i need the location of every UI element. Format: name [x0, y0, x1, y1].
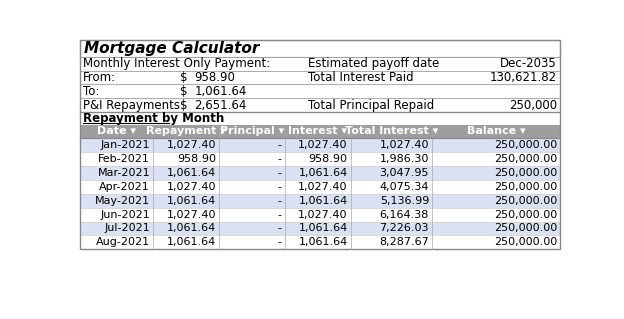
Text: Monthly Interest Only Payment:: Monthly Interest Only Payment: — [82, 57, 270, 70]
Text: 250,000.00: 250,000.00 — [494, 182, 557, 192]
Text: 1,061.64: 1,061.64 — [167, 237, 216, 247]
Bar — [79, 166, 560, 180]
Text: Repayment by Month: Repayment by Month — [82, 112, 224, 125]
Text: 6,164.38: 6,164.38 — [379, 210, 429, 219]
Text: Interest ▾: Interest ▾ — [288, 126, 348, 137]
Text: 250,000.00: 250,000.00 — [494, 168, 557, 178]
Text: 1,986.30: 1,986.30 — [379, 154, 429, 164]
Text: 1,027.40: 1,027.40 — [167, 140, 216, 150]
Text: From:: From: — [82, 71, 116, 84]
Text: 1,027.40: 1,027.40 — [298, 140, 348, 150]
Text: 2,651.64: 2,651.64 — [194, 99, 246, 112]
Text: 1,061.64: 1,061.64 — [167, 168, 216, 178]
Text: 1,061.64: 1,061.64 — [298, 168, 348, 178]
Text: Mortgage Calculator: Mortgage Calculator — [84, 41, 260, 56]
Bar — [79, 70, 560, 85]
Text: Total Interest ▾: Total Interest ▾ — [345, 126, 438, 137]
Text: -: - — [278, 237, 282, 247]
Text: 1,061.64: 1,061.64 — [298, 196, 348, 206]
Text: -: - — [278, 154, 282, 164]
Text: Total Interest Paid: Total Interest Paid — [308, 71, 414, 84]
Text: Jun-2021: Jun-2021 — [100, 210, 150, 219]
Text: 1,061.64: 1,061.64 — [298, 237, 348, 247]
Text: 1,027.40: 1,027.40 — [298, 182, 348, 192]
Text: 5,136.99: 5,136.99 — [379, 196, 429, 206]
Text: Date ▾: Date ▾ — [97, 126, 136, 137]
Text: Balance ▾: Balance ▾ — [467, 126, 525, 137]
Text: 1,061.64: 1,061.64 — [167, 224, 216, 234]
Bar — [79, 194, 560, 208]
Text: 250,000: 250,000 — [509, 99, 557, 112]
Bar — [79, 124, 560, 138]
Text: 958.90: 958.90 — [194, 71, 235, 84]
Bar — [79, 180, 560, 194]
Text: Dec-2035: Dec-2035 — [500, 57, 557, 70]
Text: Principal ▾: Principal ▾ — [220, 126, 284, 137]
Text: 250,000.00: 250,000.00 — [494, 140, 557, 150]
Text: -: - — [278, 210, 282, 219]
Bar — [79, 98, 560, 112]
Bar — [79, 85, 560, 98]
Text: Jul-2021: Jul-2021 — [104, 224, 150, 234]
Text: 958.90: 958.90 — [309, 154, 348, 164]
Text: Jan-2021: Jan-2021 — [100, 140, 150, 150]
Text: May-2021: May-2021 — [95, 196, 150, 206]
Text: Aug-2021: Aug-2021 — [96, 237, 150, 247]
Bar — [79, 235, 560, 249]
Text: Feb-2021: Feb-2021 — [98, 154, 150, 164]
Bar — [79, 152, 560, 166]
Text: P&I Repayments: P&I Repayments — [82, 99, 180, 112]
Text: 1,027.40: 1,027.40 — [298, 210, 348, 219]
Bar — [79, 112, 560, 124]
Text: 1,061.64: 1,061.64 — [298, 224, 348, 234]
Bar — [79, 208, 560, 221]
Text: To:: To: — [82, 85, 99, 98]
Text: 1,061.64: 1,061.64 — [167, 196, 216, 206]
Text: -: - — [278, 168, 282, 178]
Text: -: - — [278, 140, 282, 150]
Text: 1,061.64: 1,061.64 — [194, 85, 246, 98]
Text: Total Principal Repaid: Total Principal Repaid — [308, 99, 434, 112]
Text: 8,287.67: 8,287.67 — [379, 237, 429, 247]
Bar — [79, 57, 560, 70]
Bar — [79, 138, 560, 152]
Text: $: $ — [180, 99, 188, 112]
Text: 250,000.00: 250,000.00 — [494, 224, 557, 234]
Text: Estimated payoff date: Estimated payoff date — [308, 57, 439, 70]
Text: -: - — [278, 182, 282, 192]
Text: 250,000.00: 250,000.00 — [494, 237, 557, 247]
Text: 1,027.40: 1,027.40 — [167, 182, 216, 192]
Text: -: - — [278, 224, 282, 234]
Text: Repayment ▾: Repayment ▾ — [146, 126, 226, 137]
Bar — [79, 40, 560, 57]
Bar — [79, 40, 560, 249]
Bar — [79, 221, 560, 235]
Text: Apr-2021: Apr-2021 — [99, 182, 150, 192]
Text: 250,000.00: 250,000.00 — [494, 154, 557, 164]
Text: 250,000.00: 250,000.00 — [494, 196, 557, 206]
Text: $: $ — [180, 85, 188, 98]
Text: 4,075.34: 4,075.34 — [379, 182, 429, 192]
Text: 1,027.40: 1,027.40 — [379, 140, 429, 150]
Text: 1,027.40: 1,027.40 — [167, 210, 216, 219]
Text: $: $ — [180, 71, 188, 84]
Text: 7,226.03: 7,226.03 — [379, 224, 429, 234]
Text: 3,047.95: 3,047.95 — [379, 168, 429, 178]
Text: 250,000.00: 250,000.00 — [494, 210, 557, 219]
Text: Mar-2021: Mar-2021 — [97, 168, 150, 178]
Text: 130,621.82: 130,621.82 — [490, 71, 557, 84]
Text: -: - — [278, 196, 282, 206]
Text: 958.90: 958.90 — [177, 154, 216, 164]
